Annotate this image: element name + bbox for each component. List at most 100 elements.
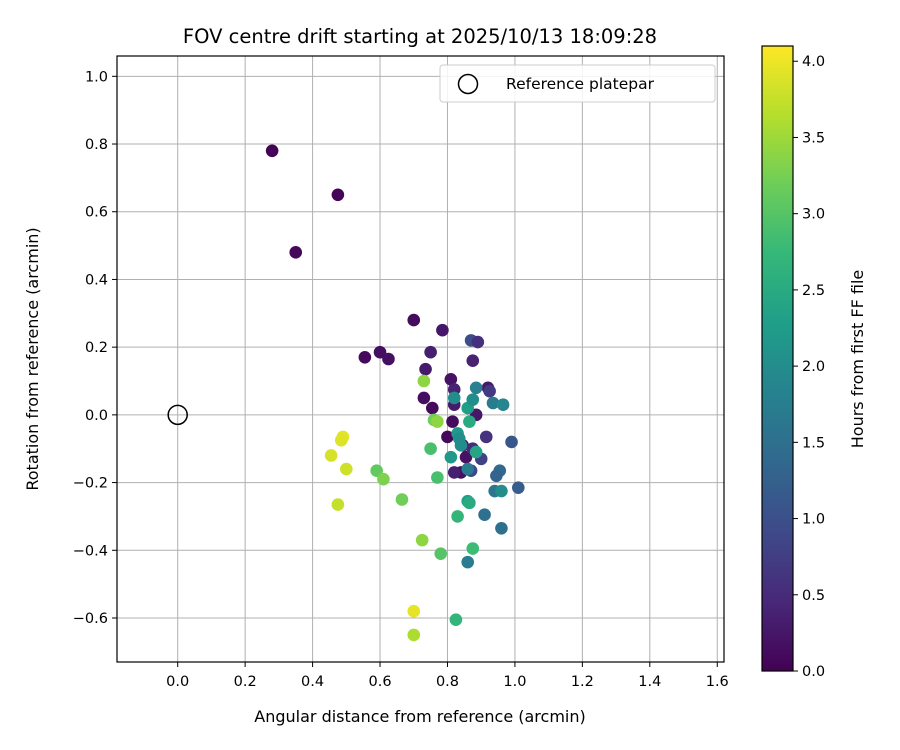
scatter-point bbox=[447, 391, 461, 405]
scatter-point bbox=[463, 496, 476, 510]
x-tick-label: 1.4 bbox=[638, 674, 661, 690]
scatter-point bbox=[419, 362, 432, 376]
scatter-point bbox=[469, 445, 483, 459]
grid-lines bbox=[117, 56, 724, 662]
y-tick-label: −0.6 bbox=[73, 611, 108, 627]
legend-reference-marker bbox=[457, 73, 479, 95]
scatter-point bbox=[436, 323, 449, 337]
legend-frame bbox=[439, 64, 716, 103]
scatter-point bbox=[441, 430, 454, 444]
scatter-point bbox=[431, 415, 444, 428]
scatter-point bbox=[424, 442, 437, 456]
scatter-point bbox=[407, 604, 421, 618]
scatter-point bbox=[478, 508, 491, 522]
scatter-point bbox=[486, 396, 500, 410]
scatter-point bbox=[483, 384, 496, 398]
scatter-point bbox=[466, 393, 480, 406]
scatter-point bbox=[431, 471, 444, 484]
reference-platepar-marker bbox=[167, 404, 188, 426]
colorbar: 0.0 0.5 1.0 1.5 2.0 2.5 3.0 3.5 4.0 Hours from f… bbox=[761, 45, 867, 680]
y-axis-label: Rotation from reference (arcmin) bbox=[23, 227, 42, 490]
legend-label: Reference platepar bbox=[506, 75, 655, 93]
colorbar-tick-label: 4.0 bbox=[802, 54, 825, 70]
scatter-point bbox=[466, 354, 480, 367]
plot-frame bbox=[116, 55, 725, 663]
scatter-point bbox=[265, 144, 279, 158]
scatter-point bbox=[395, 493, 409, 506]
scatter-point bbox=[407, 313, 421, 327]
scatter-point bbox=[324, 449, 338, 462]
colorbar-tick-label: 2.0 bbox=[802, 359, 825, 375]
x-tick-label: 0.2 bbox=[234, 674, 257, 690]
x-tick-label: 1.0 bbox=[503, 674, 526, 690]
x-axis-ticks: 0.0 0.2 0.4 0.6 0.8 1.0 1.2 1.4 1.6 bbox=[166, 662, 729, 690]
scatter-point bbox=[407, 628, 421, 642]
scatter-point bbox=[461, 462, 475, 476]
y-tick-label: 0.0 bbox=[85, 408, 108, 424]
y-tick-label: 0.6 bbox=[85, 205, 108, 221]
x-tick-label: 0.0 bbox=[166, 674, 189, 690]
colorbar-frame bbox=[761, 45, 794, 672]
scatter-point bbox=[451, 510, 464, 523]
y-tick-label: −0.2 bbox=[73, 476, 108, 492]
colorbar-tick-label: 3.0 bbox=[802, 207, 825, 223]
scatter-point bbox=[424, 345, 437, 359]
colorbar-tick-label: 3.5 bbox=[802, 130, 825, 146]
scatter-point bbox=[444, 450, 458, 464]
colorbar-tick-label: 1.5 bbox=[802, 435, 825, 451]
colorbar-tick-label: 0.5 bbox=[802, 588, 825, 604]
colorbar-gradient bbox=[762, 46, 793, 671]
x-tick-label: 1.6 bbox=[706, 674, 729, 690]
colorbar-tick-label: 0.0 bbox=[802, 664, 825, 680]
y-tick-label: 0.4 bbox=[85, 272, 108, 288]
scatter-point bbox=[382, 352, 395, 366]
scatter-point bbox=[334, 433, 348, 447]
scatter-point bbox=[426, 401, 439, 415]
scatter-point bbox=[417, 374, 431, 388]
scatter-point bbox=[370, 464, 383, 478]
x-tick-label: 0.6 bbox=[369, 674, 392, 690]
colorbar-tick-label: 2.5 bbox=[802, 283, 825, 299]
scatter-point bbox=[490, 469, 503, 483]
y-axis-ticks: −0.6 −0.4 −0.2 0.0 0.2 0.4 0.6 0.8 1.0 bbox=[73, 69, 117, 627]
y-tick-label: 0.2 bbox=[85, 340, 108, 356]
scatter-point bbox=[434, 547, 448, 560]
scatter-point bbox=[495, 521, 508, 535]
scatter-point bbox=[289, 246, 303, 259]
scatter-point bbox=[358, 351, 372, 364]
x-tick-label: 0.8 bbox=[436, 674, 459, 690]
legend-box: Reference platepar bbox=[439, 64, 716, 103]
scatter-point bbox=[459, 450, 473, 464]
x-tick-label: 1.2 bbox=[571, 674, 594, 690]
scatter-point bbox=[417, 391, 431, 405]
scatter-point bbox=[446, 415, 459, 428]
scatter-point bbox=[469, 381, 483, 395]
scatter-point bbox=[463, 415, 476, 428]
scatter-point bbox=[511, 481, 525, 494]
scatter-point bbox=[471, 335, 485, 349]
scatter-points bbox=[265, 144, 525, 642]
scatter-point bbox=[449, 613, 463, 626]
scatter-point bbox=[496, 398, 510, 412]
colorbar-label: Hours from first FF file bbox=[848, 270, 867, 449]
scatter-point bbox=[444, 373, 458, 386]
scatter-point bbox=[340, 462, 353, 476]
y-tick-label: −0.4 bbox=[73, 543, 108, 559]
colorbar-ticks: 0.0 0.5 1.0 1.5 2.0 2.5 3.0 3.5 4.0 bbox=[793, 54, 825, 680]
scatter-point bbox=[447, 466, 461, 479]
chart-title: FOV centre drift starting at 2025/10/13 … bbox=[183, 25, 657, 48]
scatter-point bbox=[461, 555, 475, 569]
scatter-point bbox=[466, 542, 480, 555]
y-tick-label: 1.0 bbox=[85, 69, 108, 85]
x-tick-label: 0.4 bbox=[301, 674, 324, 690]
scatter-point bbox=[479, 430, 493, 444]
x-axis-label: Angular distance from reference (arcmin) bbox=[254, 707, 585, 726]
scatter-point bbox=[331, 188, 345, 202]
scatter-point bbox=[373, 345, 387, 359]
scatter-point bbox=[331, 498, 345, 511]
scatter-point bbox=[505, 435, 518, 449]
reference-layer bbox=[167, 404, 188, 426]
scatter-point bbox=[377, 472, 390, 486]
scatter-point bbox=[495, 484, 508, 498]
